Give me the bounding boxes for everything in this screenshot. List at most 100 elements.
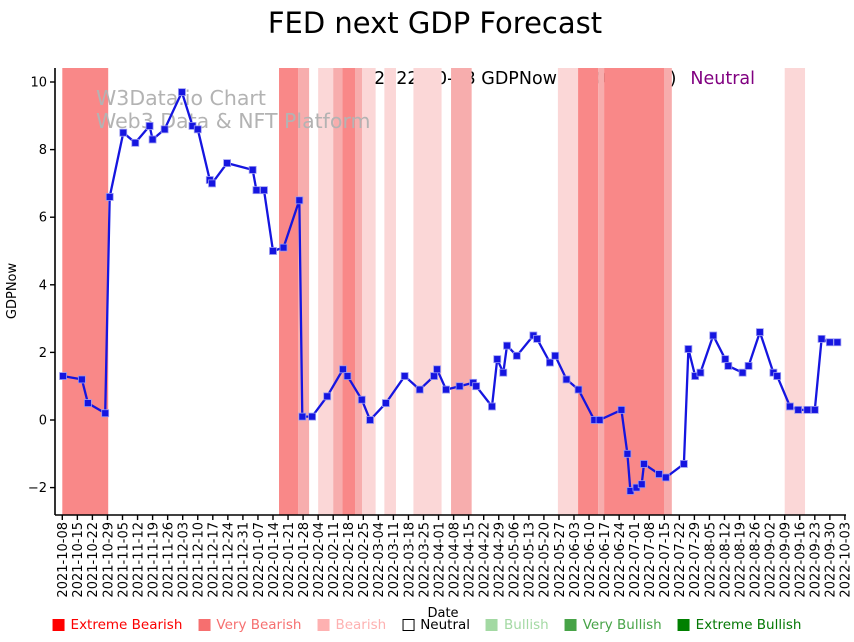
data-point-marker [295,196,304,205]
data-point-marker [415,385,424,394]
x-tick-label: 2022-08-19 [733,522,748,598]
sentiment-band-md [598,68,605,515]
data-point-marker [83,399,92,408]
data-point-marker [323,392,332,401]
x-tick-label: 2022-03-04 [372,522,387,598]
data-point-marker [794,405,803,414]
y-axis-title: GDPNow [5,263,20,320]
y-tick-label: 8 [39,143,47,158]
sentiment-band-vb [62,68,109,515]
data-point-marker [298,412,307,421]
data-point-marker [661,473,670,482]
data-point-marker [738,368,747,377]
sentiment-bands [62,68,806,515]
x-tick-label: 2022-04-29 [493,522,508,598]
x-tick-label: 2021-12-31 [237,522,252,598]
data-point-marker [744,362,753,370]
x-tick-label: 2021-12-03 [177,522,192,598]
legend-label: Extreme Bearish [70,617,183,633]
data-point-marker [366,416,374,424]
data-point-marker [617,405,626,414]
y-tick-label: 0 [39,414,47,429]
data-point-marker [810,405,819,414]
x-tick-label: 2022-05-27 [553,522,568,598]
sentiment-band-md [663,68,672,515]
data-point-marker [178,88,186,97]
data-point-marker [223,159,231,168]
legend-swatch [564,619,577,631]
x-tick-label: 2022-09-30 [824,522,839,598]
data-point-marker [105,193,114,201]
x-tick-label: 2022-07-15 [658,522,673,598]
legend-label: Neutral [420,617,471,633]
x-tick-label: 2022-07-08 [643,522,658,598]
data-point-marker [59,372,67,380]
sentiment-band-vb [279,68,299,515]
data-point-marker [637,480,646,489]
legend-label: Extreme Bullish [695,617,802,633]
x-tick-label: 2022-06-03 [568,522,583,598]
data-point-marker [357,395,366,404]
x-tick-label: 2022-08-12 [718,522,733,598]
legend-label: Very Bullish [582,617,662,633]
x-tick-label: 2022-07-29 [688,522,703,598]
data-point-marker [148,135,157,144]
data-point-marker [308,412,317,421]
x-tick-label: 2022-01-07 [252,522,267,598]
sentiment-band-md [355,68,363,515]
x-tick-label: 2022-09-02 [763,522,778,598]
data-point-marker [817,334,826,343]
data-point-marker [252,186,261,195]
data-point-marker [503,341,511,350]
data-point-marker [546,358,554,367]
x-tick-label: 2021-10-29 [101,522,116,598]
x-tick-label: 2022-09-09 [779,522,794,598]
data-point-marker [551,351,560,360]
data-point-marker [248,165,257,174]
sentiment-band-lt [362,68,376,515]
x-tick-label: 2022-08-26 [748,522,763,598]
data-point-marker [696,368,705,377]
x-tick-label: 2021-10-15 [71,522,86,598]
x-tick-label: 2021-11-05 [116,522,131,598]
data-point-marker [131,138,140,147]
data-point-marker [472,382,481,391]
legend-swatch [317,619,330,631]
data-point-marker [145,122,154,130]
legend-swatch [677,619,690,631]
x-tick-label: 2022-02-11 [327,522,342,598]
legend-swatch [198,619,211,631]
legend-item-very-bullish: Very Bullish [564,617,662,633]
data-point-marker [499,368,508,377]
x-tick-label: 2021-11-26 [161,522,176,598]
watermark-line2: Web3 Data & NFT Platform [96,109,370,133]
sentiment-band-md [298,68,310,515]
data-point-marker [193,125,202,134]
gdpnow-line [61,90,839,493]
x-tick-label: 2022-05-13 [523,522,538,598]
sentiment-label: Neutral [690,69,756,89]
sentiment-band-lt [384,68,396,515]
sentiment-band-lt [413,68,442,515]
x-tick-label: 2022-04-22 [478,522,493,598]
x-tick-label: 2022-07-01 [628,522,643,598]
data-point-marker [724,362,733,370]
legend-label: Bearish [335,617,387,633]
x-tick-label: 2022-10-03 [839,522,854,598]
data-point-marker [339,365,347,374]
data-point-marker [825,338,834,347]
data-point-marker [684,345,693,353]
sentiment-band-lt [557,68,579,515]
x-tick-label: 2022-04-15 [462,522,477,598]
legend-item-extreme-bullish: Extreme Bullish [677,617,802,633]
x-tick-label: 2022-03-25 [417,522,432,598]
data-point-marker [442,385,450,394]
x-tick-label: 2021-11-19 [146,522,161,598]
x-tick-label: 2022-03-11 [387,522,402,598]
gdpnow-series [59,88,842,495]
data-point-marker [833,338,842,347]
data-point-marker [269,247,277,255]
data-point-marker [430,372,438,380]
data-point-marker [773,372,782,380]
